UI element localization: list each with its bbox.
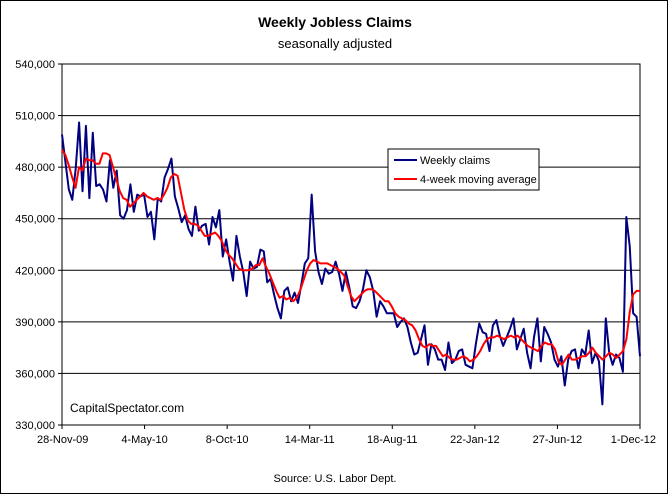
y-tick-label: 420,000 — [15, 265, 55, 277]
chart-subtitle: seasonally adjusted — [278, 36, 392, 51]
legend-label-weekly-claims: Weekly claims — [420, 155, 491, 167]
source-note: Source: U.S. Labor Dept. — [274, 473, 397, 485]
x-tick-label: 4-May-10 — [121, 434, 167, 446]
y-tick-label: 360,000 — [15, 368, 55, 380]
x-tick-label: 18-Aug-11 — [367, 434, 418, 446]
chart-title: Weekly Jobless Claims — [258, 14, 412, 30]
y-axis-ticks: 330,000 360,000 390,000 420,000 450,000 480,0… — [15, 59, 62, 432]
y-tick-label: 390,000 — [15, 317, 55, 329]
x-tick-label: 27-Jun-12 — [533, 434, 583, 446]
y-tick-label: 540,000 — [15, 59, 55, 71]
x-axis-ticks: 28-Nov-09 4-May-10 8-Oct-10 14-Mar-11 18-Aug… — [37, 425, 656, 446]
x-tick-label: 1-Dec-12 — [611, 434, 656, 446]
y-tick-label: 480,000 — [15, 162, 55, 174]
y-tick-label: 330,000 — [15, 420, 55, 432]
y-tick-label: 450,000 — [15, 214, 55, 226]
legend-label-4-week-moving-average: 4-week moving average — [420, 174, 537, 186]
y-tick-label: 510,000 — [15, 111, 55, 123]
x-tick-label: 8-Oct-10 — [206, 434, 249, 446]
watermark-text: CapitalSpectator.com — [70, 401, 184, 415]
legend: Weekly claims 4-week moving average — [387, 148, 540, 191]
x-tick-label: 28-Nov-09 — [37, 434, 88, 446]
series-lines — [61, 121, 641, 406]
gridlines — [62, 115, 640, 374]
series-line-4-week-moving-average — [61, 149, 640, 366]
legend-box — [387, 148, 540, 191]
plot-area — [61, 63, 641, 426]
x-tick-label: 14-Mar-11 — [285, 434, 335, 446]
x-tick-label: 22-Jan-12 — [450, 434, 500, 446]
